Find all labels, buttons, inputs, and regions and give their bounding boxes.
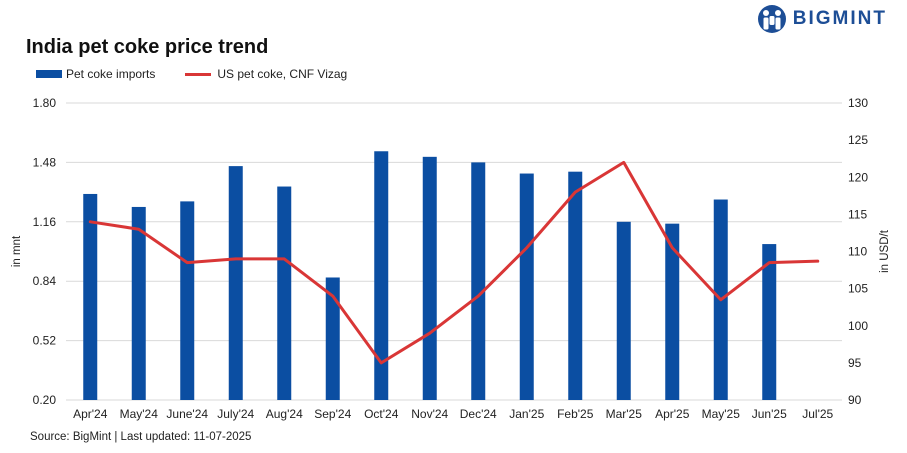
y-left-axis-title: in mnt (11, 235, 23, 267)
y-right-tick-label: 95 (848, 356, 862, 370)
x-tick-label: Sep'24 (314, 407, 351, 421)
y-left-tick-label: 1.48 (33, 155, 57, 169)
bar (277, 186, 292, 400)
bar (762, 244, 777, 400)
x-tick-label: Nov'24 (411, 407, 448, 421)
x-tick-label: Apr'25 (655, 407, 690, 421)
x-tick-label: July'24 (217, 407, 254, 421)
bar (131, 206, 146, 400)
bar (180, 201, 195, 400)
y-right-tick-label: 120 (848, 170, 868, 184)
y-right-tick-label: 90 (848, 393, 862, 407)
x-tick-label: Aug'24 (266, 407, 303, 421)
bar (325, 277, 340, 400)
y-left-tick-label: 0.20 (33, 393, 57, 407)
y-right-tick-label: 115 (848, 207, 867, 221)
x-tick-label: Jul'25 (802, 407, 833, 421)
y-right-tick-label: 100 (848, 319, 868, 333)
bigmint-logo-icon (757, 5, 786, 33)
x-tick-label: June'24 (166, 407, 208, 421)
y-left-tick-label: 0.84 (33, 274, 57, 288)
source-note: Source: BigMint | Last updated: 11-07-20… (30, 431, 252, 443)
y-left-tick-label: 1.16 (33, 215, 57, 229)
legend-swatch-bar (36, 70, 62, 78)
x-tick-label: Oct'24 (364, 407, 399, 421)
y-right-tick-label: 130 (848, 96, 868, 110)
x-tick-label: Jun'25 (752, 407, 787, 421)
price-line (88, 160, 820, 365)
bar (422, 156, 437, 400)
legend-swatch-line (185, 72, 212, 76)
bar (471, 162, 486, 400)
legend-label-price: US pet coke, CNF Vizag (217, 67, 348, 81)
bar (616, 221, 631, 400)
legend-label-imports: Pet coke imports (66, 67, 156, 81)
bar (83, 193, 98, 400)
legend-item-imports: Pet coke imports (36, 67, 155, 81)
y-right-tick-label: 105 (848, 282, 868, 296)
y-right-tick-label: 110 (848, 245, 867, 259)
bar (665, 223, 680, 400)
bar (228, 166, 243, 400)
x-tick-label: Jan'25 (509, 407, 544, 421)
bar (519, 173, 534, 400)
y-right-tick-label: 125 (848, 133, 868, 147)
y-right-axis-title: in USD/t (879, 229, 891, 273)
x-tick-label: Mar'25 (606, 407, 643, 421)
x-tick-label: May'25 (702, 407, 741, 421)
legend-item-price: US pet coke, CNF Vizag (185, 67, 347, 81)
brand-logo: BIGMINT (757, 4, 887, 34)
x-tick-label: Dec'24 (460, 407, 497, 421)
chart-title: India pet coke price trend (26, 36, 269, 58)
brand-name: BIGMINT (792, 8, 887, 29)
bar (374, 151, 389, 400)
x-tick-label: Feb'25 (557, 407, 594, 421)
bar (568, 171, 583, 400)
x-tick-label: Apr'24 (73, 407, 108, 421)
x-tick-label: May'24 (120, 407, 159, 421)
chart-legend: Pet coke imports US pet coke, CNF Vizag (36, 67, 377, 81)
y-left-tick-label: 0.52 (33, 334, 57, 348)
y-left-tick-label: 1.80 (33, 96, 57, 110)
